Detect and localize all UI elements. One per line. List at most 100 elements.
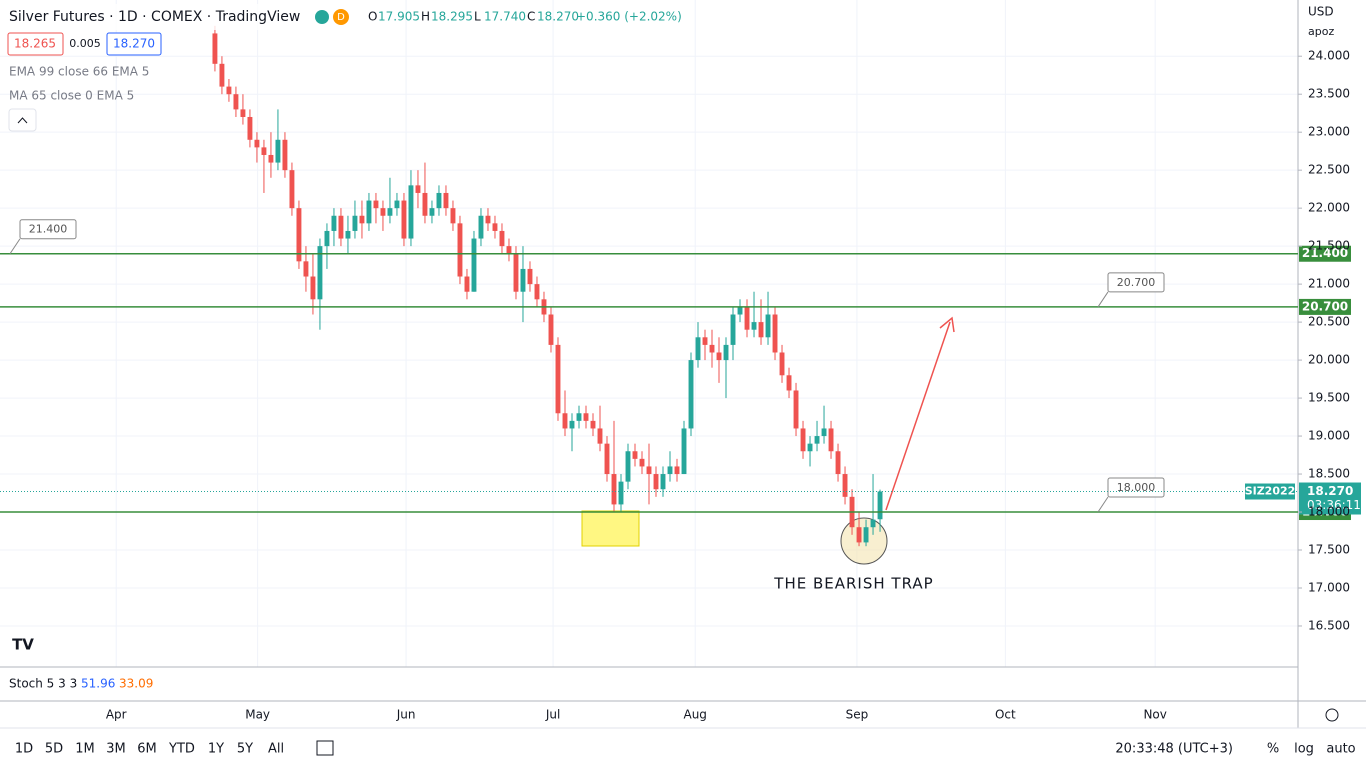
- arrow: [885, 321, 951, 511]
- candle-body: [450, 208, 456, 224]
- scale-option[interactable]: auto: [1326, 742, 1355, 757]
- range-button[interactable]: 1Y: [208, 742, 224, 757]
- y-tick-label: 23.500: [1308, 87, 1350, 101]
- candle-body: [436, 192, 442, 209]
- candle-body: [779, 352, 785, 376]
- x-tick-label: Nov: [1143, 708, 1166, 722]
- scale-option[interactable]: %: [1267, 742, 1279, 757]
- y-tick-label: 17.000: [1308, 580, 1350, 594]
- symbol: SIZ2022: [1245, 485, 1296, 498]
- candle-body: [723, 344, 729, 361]
- candle-body: [842, 474, 848, 497]
- candle-body: [632, 451, 638, 459]
- x-tick-label: Jul: [545, 708, 560, 722]
- candle-body: [254, 139, 260, 148]
- candle-body: [856, 527, 862, 543]
- callout-box: [19, 219, 77, 240]
- candle-body: [562, 413, 568, 429]
- level-price-box: [1299, 298, 1351, 315]
- candle-body: [800, 428, 806, 452]
- indicator: MA 65 close 0 EMA 5: [9, 89, 134, 103]
- settings-icon[interactable]: [1325, 708, 1339, 722]
- candle-body: [674, 466, 680, 475]
- date-range-icon[interactable]: [316, 740, 334, 756]
- candle-body: [359, 215, 365, 224]
- y-tick-label: 19.500: [1308, 391, 1350, 405]
- callout-label: 18.000: [1117, 481, 1156, 494]
- candle-body: [653, 474, 659, 490]
- y-tick-label: 23.000: [1308, 125, 1350, 139]
- candle-body: [373, 200, 379, 209]
- candle-body: [863, 527, 869, 543]
- candle-body: [583, 413, 589, 421]
- candle-body: [212, 33, 218, 64]
- candle-body: [310, 276, 316, 300]
- ask-box[interactable]: [106, 32, 162, 56]
- y-tick-label: 24.000: [1308, 49, 1350, 63]
- status-dot: [315, 10, 329, 24]
- range-button[interactable]: 3M: [106, 742, 126, 757]
- ohlc-key: C: [527, 10, 535, 24]
- axes: 16.500 17.000 17.500 18.000 18.500 19.000 19.5…: [106, 49, 1350, 722]
- candle-body: [660, 474, 666, 490]
- annotation: THE BEARISH TRAP: [773, 575, 933, 593]
- candle-body: [478, 215, 484, 239]
- range-button[interactable]: 5Y: [237, 742, 253, 757]
- candle-body: [380, 208, 386, 216]
- ohlc-value: 17.740: [484, 10, 526, 24]
- candle-body: [688, 360, 694, 429]
- callout-pointer: [1097, 496, 1109, 513]
- candle-body: [814, 436, 820, 444]
- x-tick-label: Apr: [106, 708, 127, 722]
- candle-body: [625, 451, 631, 482]
- candle-body: [401, 200, 407, 239]
- callout-label: 21.400: [29, 223, 68, 236]
- x-tick-label: Aug: [683, 708, 706, 722]
- spread: 0.005: [69, 37, 101, 50]
- collapse-button[interactable]: [8, 108, 37, 132]
- ohlc-value: 18.270: [537, 10, 579, 24]
- y-tick-label: 17.500: [1308, 543, 1350, 557]
- candle-body: [520, 268, 526, 292]
- candles: [212, 25, 883, 547]
- range-button[interactable]: 5D: [45, 742, 63, 757]
- scale-option[interactable]: log: [1294, 742, 1314, 757]
- candle-body: [324, 230, 330, 247]
- range-button[interactable]: YTD: [168, 742, 195, 757]
- candle-body: [534, 284, 540, 300]
- candle-body: [702, 337, 708, 345]
- y-tick-label: 19.000: [1308, 429, 1350, 443]
- candle-body: [317, 246, 323, 300]
- range-button[interactable]: 1M: [75, 742, 95, 757]
- candle-body: [681, 428, 687, 475]
- candle-body: [730, 314, 736, 345]
- header-bg: [0, 4, 360, 30]
- currency[interactable]: USD: [1308, 5, 1334, 19]
- y-tick-label: 22.000: [1308, 201, 1350, 215]
- bid-box[interactable]: [7, 32, 64, 56]
- range-button[interactable]: 6M: [137, 742, 157, 757]
- candle-body: [569, 420, 575, 429]
- toolbar: 1D 5D 1M 3M 6M YTD 1Y 5Y All 20:33:48 (UTC+3)% log…: [15, 742, 1356, 757]
- candle-body: [492, 223, 498, 231]
- tv-logo: [8, 634, 38, 656]
- account[interactable]: apoz: [1308, 25, 1334, 38]
- grid: [0, 0, 1298, 667]
- ohlc-change: +0.360 (+2.02%): [576, 10, 682, 24]
- candle-body: [422, 192, 428, 216]
- ohlc-value: 17.905: [378, 10, 420, 24]
- level-price-box: [1299, 245, 1351, 262]
- candle-body: [219, 63, 225, 87]
- range-button[interactable]: 1D: [15, 742, 33, 757]
- range-button[interactable]: All: [268, 742, 284, 757]
- candle-body: [709, 344, 715, 353]
- candle-body: [485, 215, 491, 224]
- ohlc-legend: O 17.905 H 18.295 L 17.740 C 18.270+0.360 (+2.0…: [368, 10, 682, 24]
- candle-body: [282, 139, 288, 171]
- candle-body: [716, 352, 722, 361]
- bid: 18.265: [14, 37, 56, 51]
- badge-text: D: [337, 12, 345, 23]
- candle-body: [667, 466, 673, 475]
- candle-body: [611, 474, 617, 505]
